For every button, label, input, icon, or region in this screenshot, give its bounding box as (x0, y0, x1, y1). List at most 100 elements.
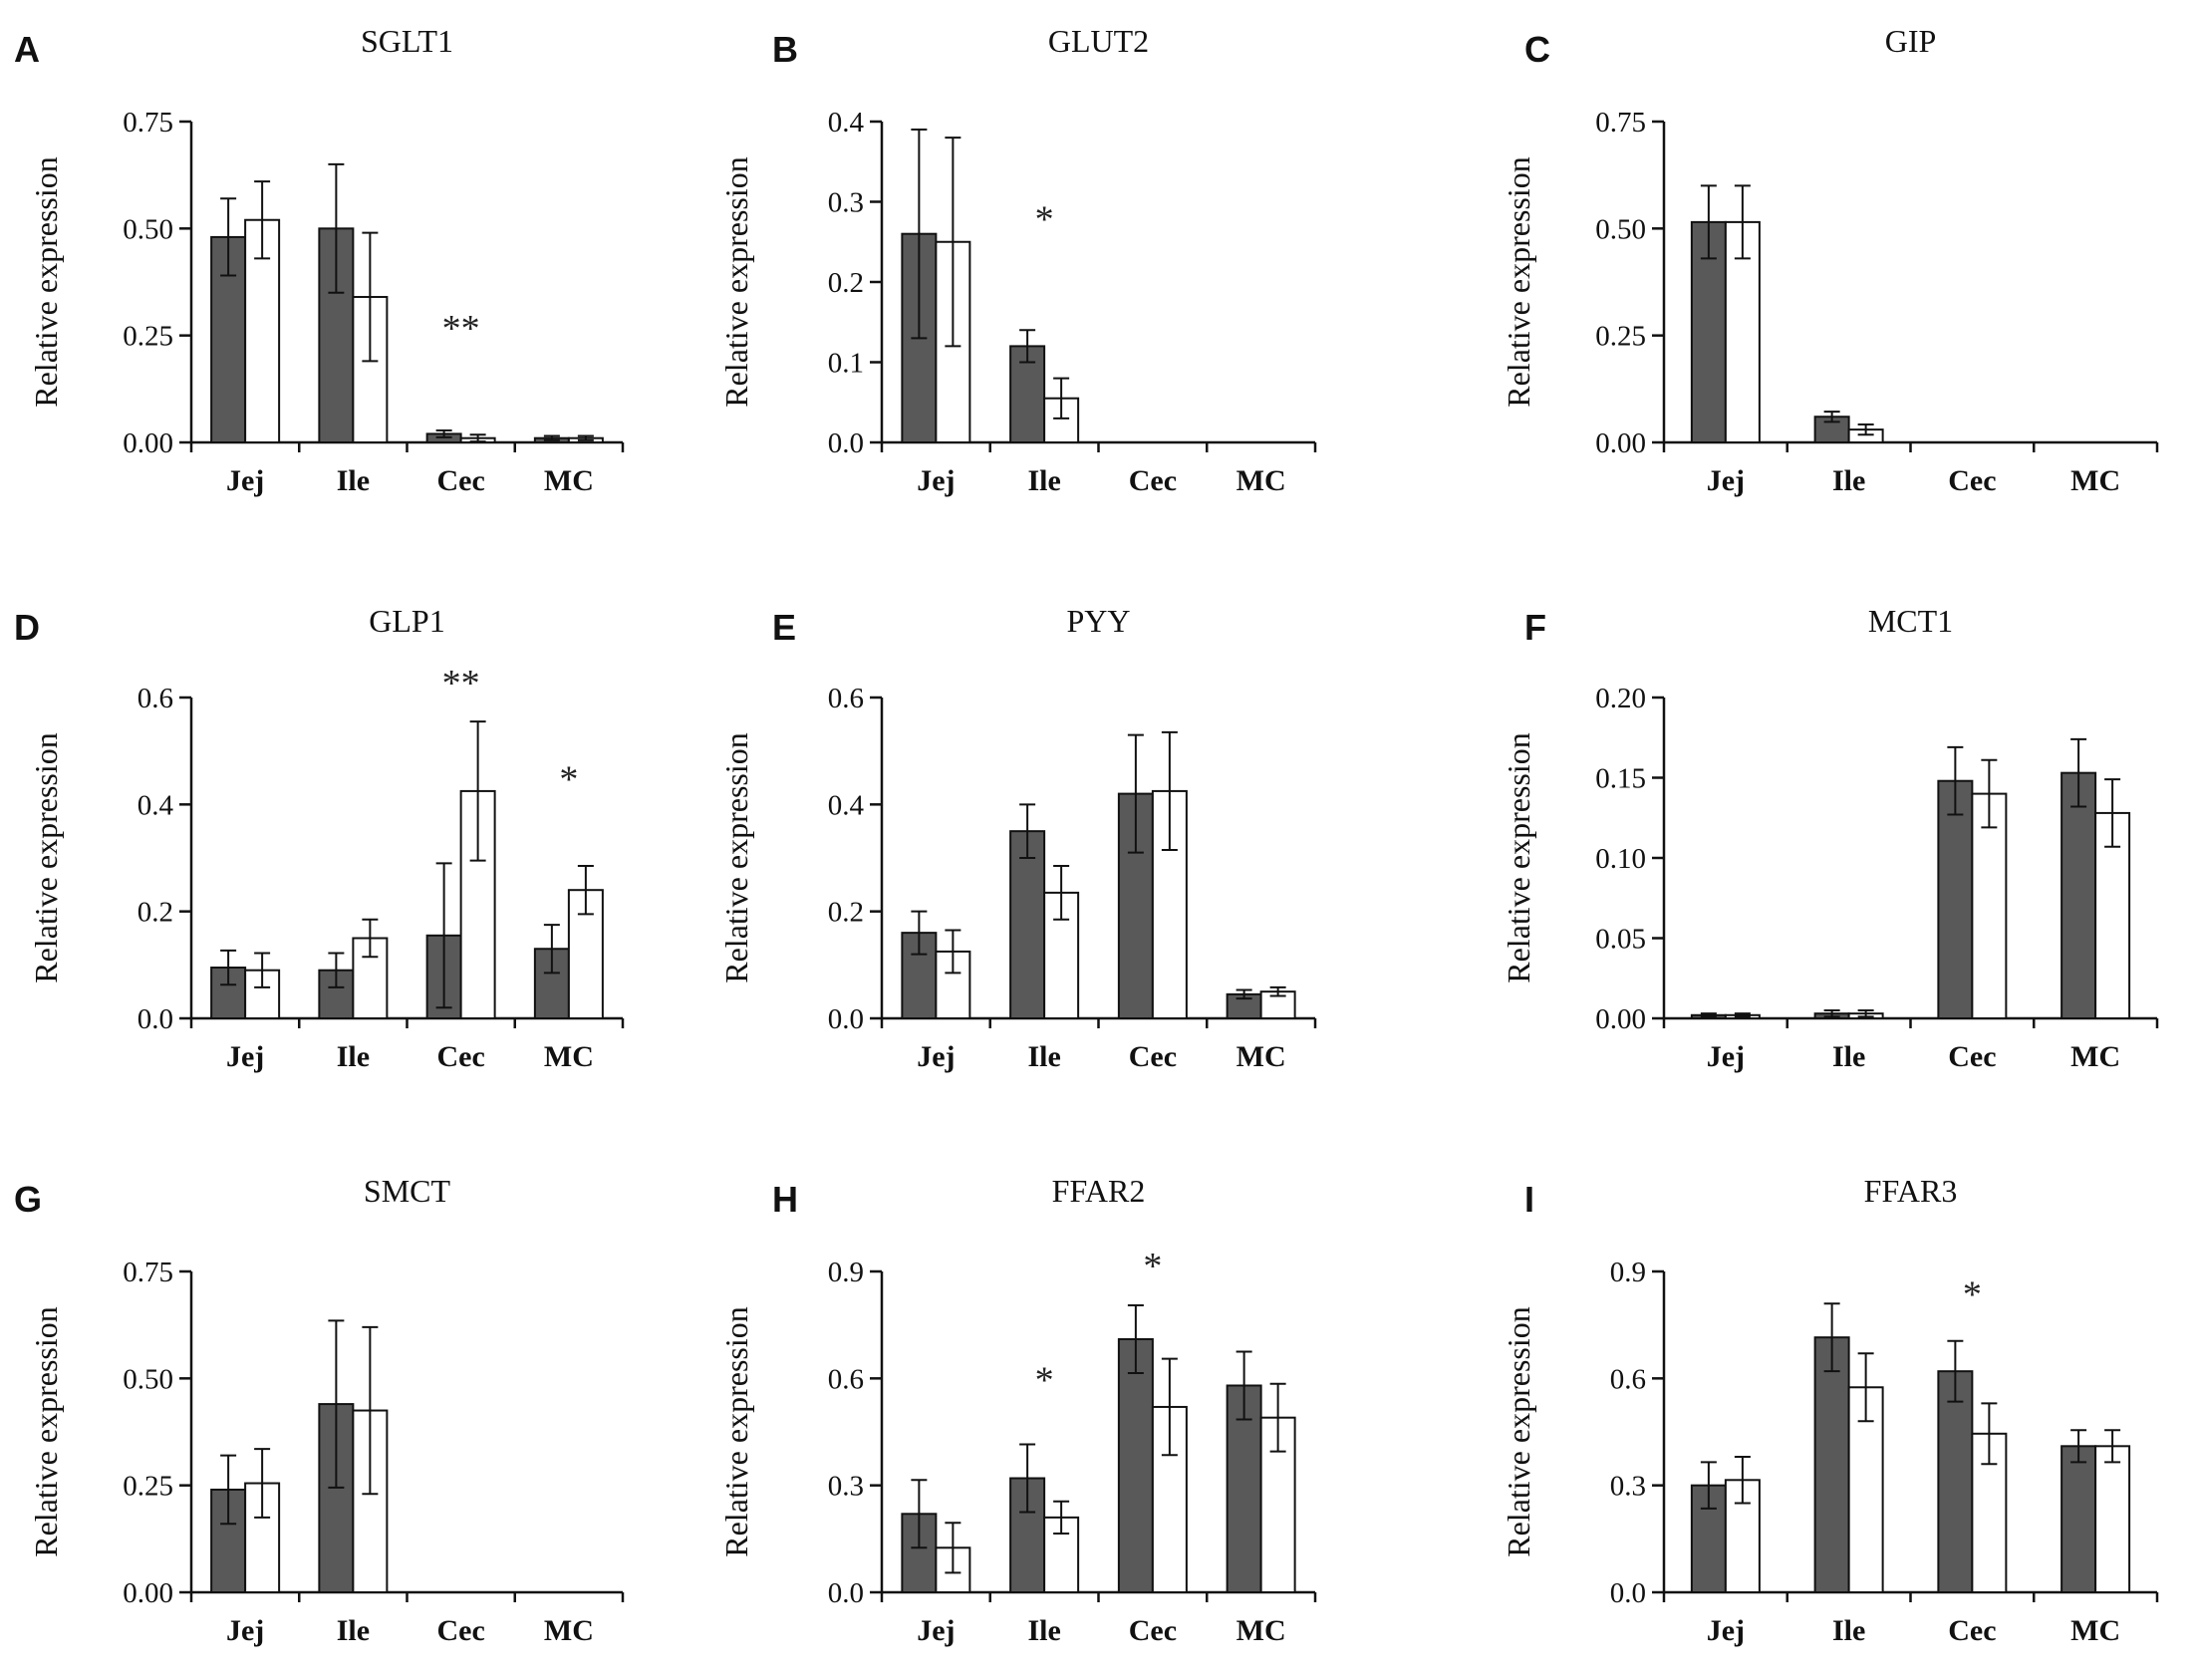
bar-dark-ile (1009, 830, 1046, 1020)
x-tick-label: MC (2070, 1614, 2120, 1647)
y-tick-label: 0.25 (123, 321, 173, 353)
panel-letter: I (1524, 1179, 1534, 1220)
bar-dark-cec (1937, 1370, 1974, 1593)
y-tick-label: 0.3 (1610, 1471, 1646, 1503)
bar-white-jej (1724, 220, 1761, 443)
panel-letter: F (1524, 607, 1546, 648)
y-tick-label: 0.25 (1595, 321, 1646, 353)
panel-letter: H (772, 1179, 798, 1220)
y-tick-label: 0.00 (1595, 1003, 1646, 1035)
x-tick-label: Ile (1027, 1614, 1060, 1647)
significance-marker: * (1035, 199, 1054, 241)
y-axis-label: Relative expression (28, 1306, 64, 1556)
y-tick-label: 0.9 (1610, 1257, 1646, 1288)
x-tick-label: Ile (337, 1040, 370, 1073)
x-tick-label: MC (544, 1040, 594, 1073)
panel-f: F MCT1 Relative expression 0.00 0.05 0.10 0.15… (1501, 603, 2159, 1073)
y-tick-label: 0.0 (1610, 1577, 1646, 1609)
x-tick-label: Cec (1948, 464, 1996, 497)
panel-h: H FFAR2 Relative expression 0.0 0.3 0.6 0.9 Jej… (718, 1173, 1317, 1647)
significance-marker: ** (442, 663, 480, 704)
y-tick-label: 0.15 (1595, 763, 1646, 795)
panel-e: E PYY Relative expression 0.0 0.2 0.4 0.6 Jej Il… (718, 603, 1317, 1073)
panel-letter: D (14, 607, 40, 648)
x-tick-label: MC (2070, 464, 2120, 497)
y-axis-label: Relative expression (1501, 732, 1536, 982)
y-tick-label: 0.00 (1595, 427, 1646, 459)
x-tick-label: Jej (226, 1040, 264, 1073)
chart-title: GLUT2 (1048, 23, 1149, 59)
y-axis-label: Relative expression (718, 1306, 754, 1556)
x-tick-label: MC (2070, 1040, 2120, 1073)
x-tick-label: Ile (337, 464, 370, 497)
x-tick-label: Cec (1948, 1040, 1996, 1073)
y-tick-label: 0.00 (123, 427, 173, 459)
bar-white-mc (2094, 1445, 2131, 1594)
panel-c: C GIP Relative expression 0.00 0.25 0.50 0.75 J… (1501, 23, 2159, 497)
chart-title: SMCT (364, 1173, 451, 1209)
x-tick-label: Cec (436, 464, 484, 497)
bar-dark-mc (1226, 992, 1262, 1019)
chart-title: GIP (1885, 23, 1937, 59)
y-axis-label: Relative expression (718, 732, 754, 982)
chart-title: FFAR2 (1052, 1173, 1146, 1209)
x-tick-label: Jej (1707, 1040, 1745, 1073)
y-tick-label: 0.50 (123, 1363, 173, 1395)
x-tick-label: Ile (337, 1614, 370, 1647)
panel-g: G SMCT Relative expression 0.00 0.25 0.50 0.75… (14, 1173, 625, 1647)
bar-white-cec (1971, 792, 2008, 1019)
y-tick-label: 0.6 (137, 683, 173, 714)
x-tick-label: Cec (1129, 464, 1177, 497)
y-axis-label: Relative expression (28, 732, 64, 982)
y-tick-label: 0.50 (123, 213, 173, 245)
y-tick-label: 0.4 (828, 107, 865, 139)
bar-dark-ile (1813, 1336, 1850, 1593)
chart-title: SGLT1 (361, 23, 453, 59)
chart-title: GLP1 (369, 603, 444, 639)
y-axis-label: Relative expression (1501, 1306, 1536, 1556)
y-tick-label: 0.2 (137, 897, 173, 929)
y-axis-label: Relative expression (28, 156, 64, 407)
bar-dark-mc (2060, 1445, 2097, 1594)
y-tick-label: 0.4 (137, 789, 174, 821)
y-tick-label: 0.75 (1595, 107, 1646, 139)
panel-letter: C (1524, 29, 1550, 70)
x-tick-label: Ile (1832, 464, 1865, 497)
y-tick-label: 0.0 (137, 1003, 173, 1035)
y-tick-label: 0.20 (1595, 683, 1646, 714)
x-tick-label: Cec (1948, 1614, 1996, 1647)
x-tick-label: Cec (1129, 1614, 1177, 1647)
x-tick-label: MC (1236, 1614, 1286, 1647)
y-tick-label: 0.2 (828, 897, 864, 929)
y-tick-label: 0.05 (1595, 924, 1646, 956)
significance-marker: * (1143, 1246, 1162, 1287)
y-tick-label: 0.4 (828, 789, 865, 821)
y-tick-label: 0.0 (828, 1577, 864, 1609)
chart-title: MCT1 (1868, 603, 1953, 639)
panel-a: A SGLT1 Relative expression 0.00 0.25 0.50 0.7… (14, 23, 625, 497)
x-tick-label: Jej (917, 1614, 955, 1647)
x-tick-label: Ile (1832, 1040, 1865, 1073)
bar-dark-cec (1937, 779, 1974, 1019)
x-tick-label: Jej (1707, 1614, 1745, 1647)
chart-title: FFAR3 (1864, 1173, 1958, 1209)
x-tick-label: Jej (917, 464, 955, 497)
y-axis-label: Relative expression (1501, 156, 1536, 407)
y-tick-label: 0.3 (828, 1471, 864, 1503)
x-tick-label: MC (1236, 1040, 1286, 1073)
y-tick-label: 0.6 (1610, 1363, 1646, 1395)
y-tick-label: 0.1 (828, 348, 864, 380)
panel-letter: E (772, 607, 796, 648)
x-tick-label: Ile (1027, 464, 1060, 497)
x-tick-label: Jej (226, 464, 264, 497)
y-axis-label: Relative expression (718, 156, 754, 407)
y-tick-label: 0.25 (123, 1471, 173, 1503)
significance-marker: ** (442, 308, 480, 350)
y-tick-label: 0.3 (828, 187, 864, 219)
panel-letter: A (14, 29, 40, 70)
chart-title: PYY (1066, 603, 1130, 639)
panel-letter: G (14, 1179, 42, 1220)
panel-b: B GLUT2 Relative expression 0.0 0.1 0.2 0.3 0.4… (718, 23, 1317, 497)
x-tick-label: Cec (1129, 1040, 1177, 1073)
y-tick-label: 0.75 (123, 1257, 173, 1288)
